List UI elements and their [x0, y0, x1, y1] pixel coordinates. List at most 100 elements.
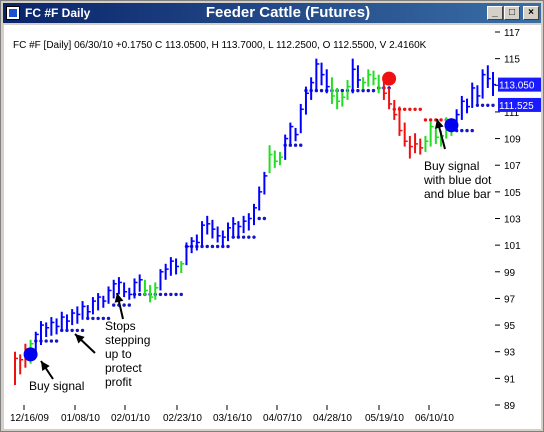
chart-title: Feeder Cattle (Futures) — [205, 4, 371, 21]
price-bar — [377, 74, 382, 94]
price-bar — [356, 65, 361, 88]
stop-dot — [169, 292, 173, 297]
stop-dot — [252, 235, 256, 239]
stop-dot — [70, 328, 74, 333]
stop-dot — [247, 235, 251, 239]
price-bar — [76, 306, 81, 324]
price-bar — [112, 279, 117, 299]
stop-dot — [413, 107, 417, 111]
price-bar — [149, 285, 154, 303]
price-bar — [71, 309, 76, 326]
stop-dot — [366, 88, 371, 93]
stop-dot — [49, 339, 54, 343]
stop-dot — [293, 143, 298, 147]
price-bar — [466, 98, 471, 114]
stop-dot — [179, 292, 183, 297]
annotation-stops: stepping — [105, 333, 150, 347]
price-bar — [65, 314, 70, 330]
price-bar — [190, 237, 195, 254]
annotation-buy2: and blue bar — [424, 187, 491, 201]
price-bar — [97, 293, 102, 311]
stop-dot — [158, 292, 163, 297]
price-bar — [211, 219, 216, 239]
x-tick-label: 12/16/09 — [10, 413, 49, 424]
annotation-stops: protect — [105, 361, 142, 375]
stop-dot — [231, 235, 235, 239]
price-bar — [180, 261, 185, 274]
x-tick-label: 03/16/10 — [213, 413, 252, 424]
price-bar — [424, 135, 429, 152]
x-tick-label: 02/01/10 — [111, 413, 150, 424]
price-bar — [107, 286, 112, 304]
stop-dot — [44, 339, 48, 343]
y-tick-label: 111 — [504, 108, 520, 119]
close-button[interactable]: × — [523, 6, 539, 20]
signal-dot — [444, 118, 459, 133]
stops-arrow-1-head — [75, 334, 85, 344]
maximize-button[interactable]: □ — [504, 6, 520, 20]
price-bar — [304, 86, 309, 115]
y-tick-label: 103 — [504, 215, 521, 226]
price-bar — [14, 351, 18, 386]
price-bar — [471, 82, 476, 108]
stop-dot — [257, 216, 261, 221]
price-bar — [419, 138, 424, 155]
price-bar — [45, 322, 50, 338]
stop-dot — [65, 328, 69, 333]
annotation-buy2: with blue dot — [423, 173, 492, 187]
price-bar — [221, 230, 226, 247]
stop-dot — [163, 292, 168, 297]
last-price-label: 111.525 — [499, 101, 534, 112]
stop-dot — [241, 235, 246, 239]
price-bar — [351, 58, 356, 94]
price-bar — [138, 274, 143, 292]
stop-dot — [174, 292, 178, 297]
price-bar — [258, 186, 263, 211]
price-bar — [159, 269, 164, 291]
price-bar — [476, 85, 481, 104]
y-tick-label: 107 — [504, 161, 521, 172]
minimize-button[interactable]: _ — [487, 6, 503, 20]
stop-dot — [75, 328, 80, 333]
stop-dot — [418, 107, 422, 111]
stop-dot — [480, 103, 485, 107]
price-bar — [60, 311, 65, 331]
stop-dot — [101, 316, 106, 321]
app-icon — [6, 6, 20, 20]
price-bar — [268, 145, 273, 174]
stop-dot — [408, 107, 412, 111]
price-bar — [325, 69, 330, 94]
price-bar — [492, 71, 496, 96]
price-bar — [294, 127, 299, 142]
stop-dot — [361, 88, 365, 93]
price-bar — [227, 222, 232, 242]
annotation-buy2: Buy signal — [424, 159, 479, 173]
y-tick-label: 95 — [504, 321, 516, 332]
price-bar — [247, 213, 252, 231]
stop-dot — [54, 339, 59, 343]
price-bar — [123, 282, 128, 298]
stop-dot — [402, 107, 407, 111]
price-bar — [86, 305, 91, 319]
annotation-stops: profit — [105, 375, 132, 389]
price-bar — [81, 301, 86, 320]
price-bar — [481, 69, 486, 99]
price-bar — [414, 133, 419, 154]
x-tick-label: 02/23/10 — [163, 413, 202, 424]
price-bar — [143, 279, 148, 296]
y-tick-label: 115 — [504, 55, 520, 66]
title-bar[interactable]: FC #F Daily Feeder Cattle (Futures) _ □ … — [3, 3, 541, 23]
x-tick-label: 05/19/10 — [365, 413, 404, 424]
price-bar — [273, 150, 278, 168]
price-bar — [289, 122, 294, 144]
stop-dot — [91, 316, 95, 321]
stop-dot — [428, 118, 433, 122]
stop-dot — [491, 103, 495, 107]
y-tick-label: 109 — [504, 135, 521, 146]
annotation-buy-signal: Buy signal — [29, 379, 84, 393]
price-bar — [206, 215, 211, 235]
stop-dot — [356, 88, 360, 93]
buy-signal-arrow-head — [41, 361, 50, 371]
price-bar — [237, 221, 242, 238]
